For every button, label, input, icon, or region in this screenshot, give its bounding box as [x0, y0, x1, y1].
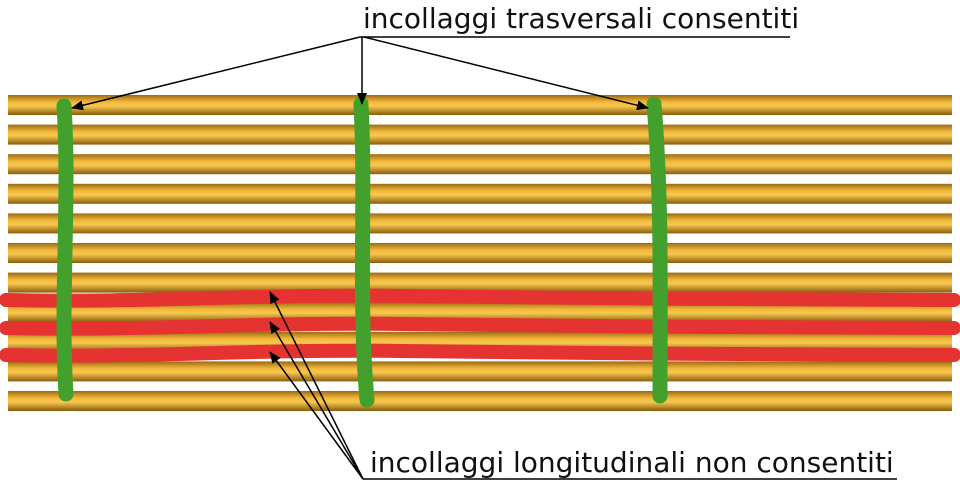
green-joint: [353, 96, 375, 408]
rod: [8, 213, 952, 234]
arrow: [269, 291, 364, 480]
rod: [8, 272, 952, 293]
red-joint: [0, 343, 960, 363]
arrow: [269, 351, 364, 480]
arrow: [71, 36, 361, 111]
label-top: incollaggi trasversali consentiti: [363, 2, 799, 35]
rods: [8, 95, 952, 411]
arrows: [71, 36, 897, 480]
longitudinal-joints: [0, 288, 960, 363]
green-joint: [646, 96, 668, 404]
label-bottom: incollaggi longitudinali non consentiti: [370, 446, 894, 479]
arrow: [363, 36, 649, 111]
rod: [8, 243, 952, 263]
rod: [8, 361, 952, 382]
rod: [8, 391, 952, 411]
rod: [8, 124, 952, 145]
rod: [8, 302, 952, 323]
red-joint: [0, 316, 960, 336]
arrow: [269, 321, 364, 480]
rod: [8, 154, 952, 175]
red-joint: [0, 288, 960, 308]
transverse-joints: [56, 96, 668, 408]
green-joint: [56, 98, 74, 402]
rod: [8, 183, 952, 204]
rod: [8, 95, 952, 115]
